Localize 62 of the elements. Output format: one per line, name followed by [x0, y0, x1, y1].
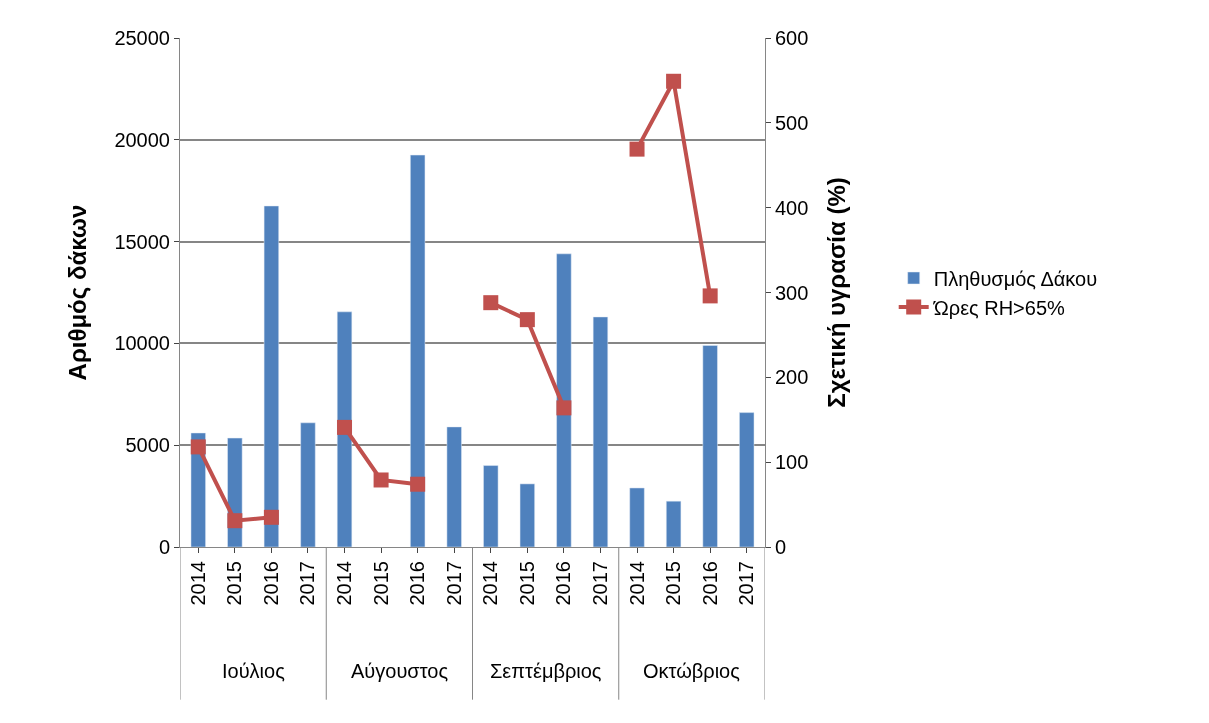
x-tick-label: 2016: [406, 561, 429, 606]
x-tick-label: 2017: [442, 561, 465, 606]
x-tick-label: 2015: [515, 561, 538, 606]
x-tick-label: 2014: [625, 561, 648, 606]
point: [337, 419, 353, 435]
bar: [629, 487, 645, 547]
text: Αύγουστος: [351, 660, 449, 682]
bar: [336, 311, 353, 547]
bar: [592, 316, 609, 547]
x-tick-label: 2017: [588, 561, 611, 606]
text: Ιούλιος: [222, 660, 286, 682]
point: [227, 513, 243, 529]
bar: [666, 500, 682, 547]
bar: [446, 426, 462, 547]
bar: [739, 412, 755, 547]
y-axis-title: Αριθμός δάκων: [64, 204, 92, 381]
point: [556, 400, 572, 416]
point: [483, 295, 499, 311]
point: [263, 509, 279, 525]
y-tick-label: 0: [158, 536, 170, 558]
x-tick-label: 2014: [186, 561, 209, 606]
x-tick-label: 2014: [479, 561, 502, 606]
bar: [519, 483, 535, 547]
point: [190, 439, 206, 455]
point: [519, 312, 535, 328]
x-tick-label: 2015: [662, 561, 685, 606]
x-tick-label: 2016: [552, 561, 575, 606]
x-tick-label: 2016: [259, 561, 282, 606]
point: [702, 288, 718, 304]
bar: [300, 422, 316, 547]
y2-tick-label: 600: [775, 27, 809, 49]
x-tick-label: 2017: [296, 561, 319, 606]
legend-label: Ώρες RH>65%: [932, 296, 1066, 319]
y2-tick-label: 400: [775, 196, 809, 219]
text: Σεπτέμβριος: [490, 660, 602, 682]
point: [666, 73, 682, 89]
x-tick-label: 2017: [735, 561, 758, 606]
x-tick-label: 2014: [333, 561, 356, 606]
legend-label: Πληθυσμός Δάκου: [933, 267, 1098, 290]
text: Οκτώβριος: [643, 660, 741, 682]
y2-axis-title: Σχετική υγρασία (%): [822, 177, 850, 408]
bar: [702, 345, 718, 547]
y2-tick-label: 200: [775, 366, 809, 389]
bar: [483, 465, 499, 547]
bar: [263, 205, 279, 547]
x-tick-label: 2015: [369, 561, 392, 606]
bar: [410, 154, 426, 547]
y-tick-label: 5000: [125, 434, 170, 457]
bar: [556, 253, 572, 547]
x-tick-label: 2016: [698, 561, 721, 606]
y-tick-label: 20000: [114, 128, 170, 151]
y2-tick-label: 500: [775, 111, 809, 134]
y-tick-label: 10000: [114, 332, 170, 355]
x-tick-label: 2015: [223, 561, 246, 606]
y-tick-label: 15000: [114, 230, 170, 253]
y2-tick-label: 100: [775, 451, 809, 474]
point: [410, 476, 426, 492]
y2-tick-label: 300: [775, 281, 809, 304]
point: [629, 141, 645, 157]
point: [373, 472, 389, 488]
y2-tick-label: 0: [775, 536, 787, 558]
y-tick-label: 25000: [114, 27, 170, 49]
